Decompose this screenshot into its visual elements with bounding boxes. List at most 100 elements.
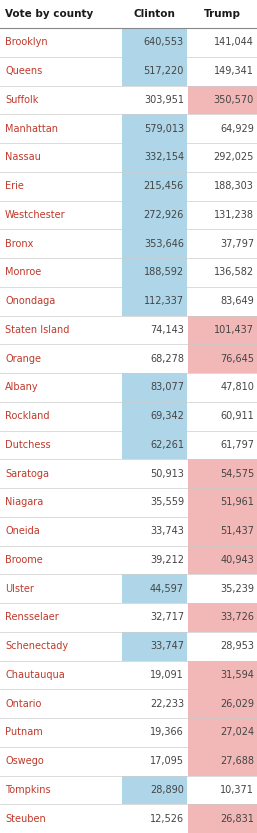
Bar bbox=[188, 86, 257, 114]
Text: 32,717: 32,717 bbox=[150, 612, 184, 622]
Text: Putnam: Putnam bbox=[5, 727, 43, 737]
Text: Saratoga: Saratoga bbox=[5, 469, 49, 479]
Bar bbox=[122, 373, 187, 402]
Text: 76,645: 76,645 bbox=[220, 354, 254, 364]
Bar bbox=[188, 603, 257, 631]
Text: 33,747: 33,747 bbox=[150, 641, 184, 651]
Text: Staten Island: Staten Island bbox=[5, 325, 69, 335]
Text: 353,646: 353,646 bbox=[144, 238, 184, 248]
Text: 17,095: 17,095 bbox=[150, 756, 184, 766]
Text: Manhattan: Manhattan bbox=[5, 123, 58, 133]
Bar bbox=[122, 57, 187, 86]
Text: 27,688: 27,688 bbox=[220, 756, 254, 766]
Bar bbox=[122, 631, 187, 661]
Text: Steuben: Steuben bbox=[5, 814, 46, 824]
Text: 74,143: 74,143 bbox=[150, 325, 184, 335]
Text: 215,456: 215,456 bbox=[144, 181, 184, 191]
Text: 10,371: 10,371 bbox=[220, 785, 254, 795]
Text: Broome: Broome bbox=[5, 555, 43, 565]
Text: 33,743: 33,743 bbox=[150, 526, 184, 536]
Text: 60,911: 60,911 bbox=[220, 412, 254, 421]
Text: 292,025: 292,025 bbox=[214, 152, 254, 162]
Text: 64,929: 64,929 bbox=[220, 123, 254, 133]
Text: 579,013: 579,013 bbox=[144, 123, 184, 133]
Text: Dutchess: Dutchess bbox=[5, 440, 51, 450]
Bar bbox=[188, 459, 257, 488]
Text: 39,212: 39,212 bbox=[150, 555, 184, 565]
Text: Rensselaer: Rensselaer bbox=[5, 612, 59, 622]
Text: 83,649: 83,649 bbox=[220, 296, 254, 306]
Text: Onondaga: Onondaga bbox=[5, 296, 55, 306]
Text: Brooklyn: Brooklyn bbox=[5, 37, 48, 47]
Text: 303,951: 303,951 bbox=[144, 95, 184, 105]
Text: Bronx: Bronx bbox=[5, 238, 33, 248]
Text: 68,278: 68,278 bbox=[150, 354, 184, 364]
Text: 101,437: 101,437 bbox=[214, 325, 254, 335]
Text: Orange: Orange bbox=[5, 354, 41, 364]
Text: 112,337: 112,337 bbox=[144, 296, 184, 306]
Bar bbox=[122, 574, 187, 603]
Text: 22,233: 22,233 bbox=[150, 699, 184, 709]
Text: Ulster: Ulster bbox=[5, 584, 34, 594]
Text: 83,077: 83,077 bbox=[150, 382, 184, 392]
Text: 35,239: 35,239 bbox=[220, 584, 254, 594]
Text: Suffolk: Suffolk bbox=[5, 95, 38, 105]
Text: 141,044: 141,044 bbox=[214, 37, 254, 47]
Bar bbox=[122, 201, 187, 229]
Text: 149,341: 149,341 bbox=[214, 66, 254, 76]
Text: 28,890: 28,890 bbox=[150, 785, 184, 795]
Text: 136,582: 136,582 bbox=[214, 267, 254, 277]
Text: 51,437: 51,437 bbox=[220, 526, 254, 536]
Text: 28,953: 28,953 bbox=[220, 641, 254, 651]
Text: Westchester: Westchester bbox=[5, 210, 66, 220]
Bar bbox=[122, 402, 187, 431]
Text: 35,559: 35,559 bbox=[150, 497, 184, 507]
Text: 44,597: 44,597 bbox=[150, 584, 184, 594]
Text: 19,091: 19,091 bbox=[150, 670, 184, 680]
Text: Oswego: Oswego bbox=[5, 756, 44, 766]
Text: 272,926: 272,926 bbox=[144, 210, 184, 220]
Text: Schenectady: Schenectady bbox=[5, 641, 68, 651]
Bar bbox=[122, 172, 187, 201]
Text: 131,238: 131,238 bbox=[214, 210, 254, 220]
Text: 40,943: 40,943 bbox=[220, 555, 254, 565]
Text: Niagara: Niagara bbox=[5, 497, 43, 507]
Bar bbox=[188, 718, 257, 746]
Text: Erie: Erie bbox=[5, 181, 24, 191]
Text: Vote by county: Vote by county bbox=[5, 9, 93, 19]
Bar bbox=[122, 287, 187, 316]
Bar bbox=[188, 516, 257, 546]
Text: 19,366: 19,366 bbox=[150, 727, 184, 737]
Text: 50,913: 50,913 bbox=[150, 469, 184, 479]
Bar bbox=[188, 344, 257, 373]
Text: Clinton: Clinton bbox=[134, 9, 176, 19]
Text: 47,810: 47,810 bbox=[220, 382, 254, 392]
Text: 188,303: 188,303 bbox=[214, 181, 254, 191]
Text: 62,261: 62,261 bbox=[150, 440, 184, 450]
Text: Rockland: Rockland bbox=[5, 412, 50, 421]
Bar bbox=[188, 488, 257, 516]
Bar bbox=[122, 431, 187, 459]
Text: 51,961: 51,961 bbox=[220, 497, 254, 507]
Text: 27,024: 27,024 bbox=[220, 727, 254, 737]
Text: 33,726: 33,726 bbox=[220, 612, 254, 622]
Text: 640,553: 640,553 bbox=[144, 37, 184, 47]
Bar bbox=[122, 143, 187, 172]
Text: 37,797: 37,797 bbox=[220, 238, 254, 248]
Bar bbox=[188, 316, 257, 344]
Text: 61,797: 61,797 bbox=[220, 440, 254, 450]
Text: 12,526: 12,526 bbox=[150, 814, 184, 824]
Text: 26,831: 26,831 bbox=[220, 814, 254, 824]
Text: Nassau: Nassau bbox=[5, 152, 41, 162]
Text: Queens: Queens bbox=[5, 66, 42, 76]
Text: 517,220: 517,220 bbox=[144, 66, 184, 76]
Bar bbox=[188, 546, 257, 574]
Text: Oneida: Oneida bbox=[5, 526, 40, 536]
Bar bbox=[122, 28, 187, 57]
Bar bbox=[122, 114, 187, 143]
Text: Chautauqua: Chautauqua bbox=[5, 670, 65, 680]
Bar bbox=[122, 258, 187, 287]
Bar bbox=[188, 661, 257, 689]
Text: 69,342: 69,342 bbox=[150, 412, 184, 421]
Text: 26,029: 26,029 bbox=[220, 699, 254, 709]
